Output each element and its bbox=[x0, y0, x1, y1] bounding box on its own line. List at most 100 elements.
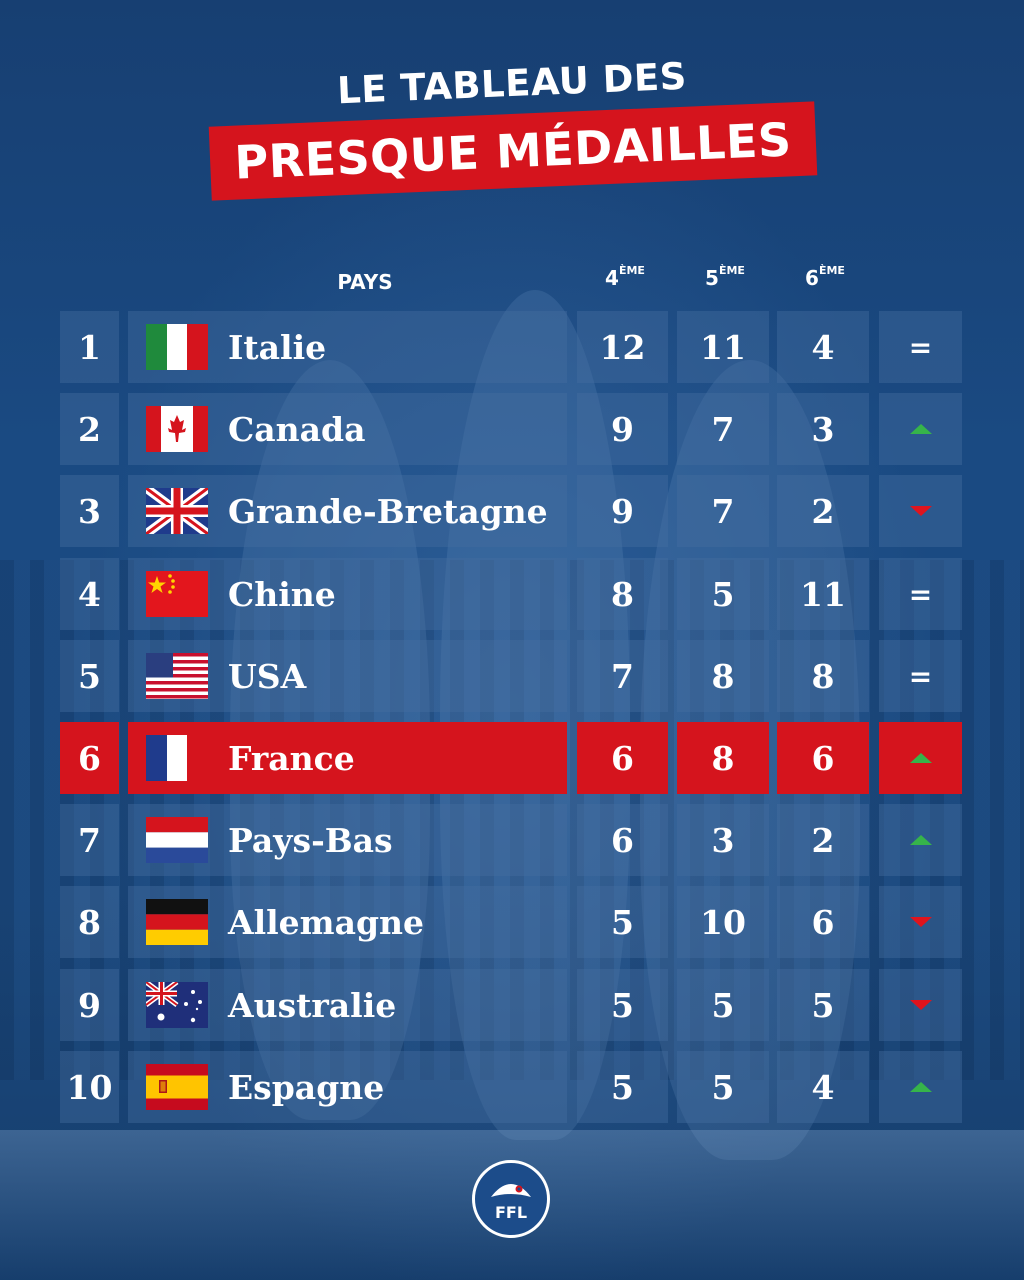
trend-cell: = bbox=[879, 311, 962, 383]
rank-cell: 5 bbox=[60, 640, 119, 712]
rank-cell: 6 bbox=[60, 722, 119, 794]
sixth-place-count: 2 bbox=[777, 804, 869, 876]
title-line-2: PRESQUE MÉDAILLES bbox=[233, 112, 793, 190]
trend-down-icon bbox=[909, 917, 932, 927]
table-row: 6 France 6 8 6 bbox=[60, 722, 962, 794]
fourth-place-count: 5 bbox=[577, 1051, 668, 1123]
rank-cell: 9 bbox=[60, 969, 119, 1041]
trend-cell: = bbox=[879, 640, 962, 712]
country-cell: Allemagne bbox=[128, 886, 567, 958]
sixth-place-count: 5 bbox=[777, 969, 869, 1041]
trend-cell: = bbox=[879, 558, 962, 630]
header-4th-suffix: ÈME bbox=[618, 264, 645, 277]
fifth-place-count: 8 bbox=[677, 722, 769, 794]
sixth-place-count: 6 bbox=[777, 722, 869, 794]
rank-cell: 10 bbox=[60, 1051, 119, 1123]
fourth-place-count: 12 bbox=[577, 311, 668, 383]
australia-flag-icon bbox=[146, 982, 208, 1028]
background-athlete-center bbox=[440, 290, 630, 1140]
table-row: 5 USA 7 8 8 = bbox=[60, 640, 962, 712]
header-5th: 5ÈME bbox=[680, 264, 770, 290]
usa-flag-icon bbox=[146, 653, 208, 699]
sixth-place-count: 2 bbox=[777, 475, 869, 547]
table-row: 3 Grande-Bretagne 9 7 2 bbox=[60, 475, 962, 547]
country-name: Chine bbox=[228, 574, 336, 614]
country-name: Espagne bbox=[228, 1067, 385, 1107]
trend-cell bbox=[879, 393, 962, 465]
napoleon-hat-icon bbox=[491, 1183, 531, 1197]
rank-cell: 3 bbox=[60, 475, 119, 547]
trend-cell bbox=[879, 1051, 962, 1123]
sixth-place-count: 4 bbox=[777, 1051, 869, 1123]
sixth-place-count: 3 bbox=[777, 393, 869, 465]
country-cell: Grande-Bretagne bbox=[128, 475, 567, 547]
sixth-place-count: 11 bbox=[777, 558, 869, 630]
header-4th: 4ÈME bbox=[580, 264, 670, 290]
trend-down-icon bbox=[909, 506, 932, 516]
netherlands-flag-icon bbox=[146, 817, 208, 863]
header-6th-number: 6 bbox=[805, 266, 819, 290]
fifth-place-count: 5 bbox=[677, 1051, 769, 1123]
country-name: USA bbox=[228, 656, 307, 696]
country-cell: Pays-Bas bbox=[128, 804, 567, 876]
trend-up-icon bbox=[909, 835, 932, 845]
table-row: 2 Canada 9 7 3 bbox=[60, 393, 962, 465]
header-4th-number: 4 bbox=[605, 266, 619, 290]
country-cell: Italie bbox=[128, 311, 567, 383]
china-flag-icon bbox=[146, 571, 208, 617]
fifth-place-count: 5 bbox=[677, 969, 769, 1041]
trend-cell bbox=[879, 969, 962, 1041]
table-row: 10 Espagne 5 5 4 bbox=[60, 1051, 962, 1123]
country-name: Grande-Bretagne bbox=[228, 491, 548, 531]
trend-cell bbox=[879, 722, 962, 794]
fourth-place-count: 6 bbox=[577, 722, 668, 794]
trend-cell bbox=[879, 475, 962, 547]
trend-cell bbox=[879, 886, 962, 958]
table-row: 4 Chine 8 5 11 = bbox=[60, 558, 962, 630]
canada-flag-icon bbox=[146, 406, 208, 452]
country-cell: France bbox=[128, 722, 567, 794]
sixth-place-count: 8 bbox=[777, 640, 869, 712]
fourth-place-count: 9 bbox=[577, 475, 668, 547]
country-name: Canada bbox=[228, 409, 366, 449]
country-name: Allemagne bbox=[228, 902, 425, 942]
country-name: France bbox=[228, 738, 355, 778]
trend-same-icon: = bbox=[908, 577, 933, 611]
table-row: 1 Italie 12 11 4 = bbox=[60, 311, 962, 383]
trend-down-icon bbox=[909, 1000, 932, 1010]
table-row: 8 Allemagne 5 10 6 bbox=[60, 886, 962, 958]
country-cell: Espagne bbox=[128, 1051, 567, 1123]
header-6th: 6ÈME bbox=[780, 264, 870, 290]
rank-cell: 2 bbox=[60, 393, 119, 465]
fifth-place-count: 8 bbox=[677, 640, 769, 712]
country-name: Pays-Bas bbox=[228, 820, 393, 860]
country-name: Italie bbox=[228, 327, 327, 367]
fifth-place-count: 10 bbox=[677, 886, 769, 958]
header-5th-number: 5 bbox=[705, 266, 719, 290]
trend-up-icon bbox=[909, 1082, 932, 1092]
logo-text: FFL bbox=[494, 1202, 528, 1222]
country-cell: Australie bbox=[128, 969, 567, 1041]
uk-flag-icon bbox=[146, 488, 208, 534]
country-cell: USA bbox=[128, 640, 567, 712]
trend-cell bbox=[879, 804, 962, 876]
spain-flag-icon bbox=[146, 1064, 208, 1110]
header-country: PAYS bbox=[337, 270, 393, 294]
sixth-place-count: 4 bbox=[777, 311, 869, 383]
title-banner: PRESQUE MÉDAILLES bbox=[208, 101, 818, 201]
fourth-place-count: 5 bbox=[577, 969, 668, 1041]
sixth-place-count: 6 bbox=[777, 886, 869, 958]
fourth-place-count: 6 bbox=[577, 804, 668, 876]
fifth-place-count: 3 bbox=[677, 804, 769, 876]
fifth-place-count: 5 bbox=[677, 558, 769, 630]
fifth-place-count: 7 bbox=[677, 475, 769, 547]
fourth-place-count: 8 bbox=[577, 558, 668, 630]
header-5th-suffix: ÈME bbox=[718, 264, 745, 277]
country-cell: Chine bbox=[128, 558, 567, 630]
rank-cell: 8 bbox=[60, 886, 119, 958]
header-6th-suffix: ÈME bbox=[818, 264, 845, 277]
rank-cell: 7 bbox=[60, 804, 119, 876]
fifth-place-count: 7 bbox=[677, 393, 769, 465]
rank-cell: 4 bbox=[60, 558, 119, 630]
